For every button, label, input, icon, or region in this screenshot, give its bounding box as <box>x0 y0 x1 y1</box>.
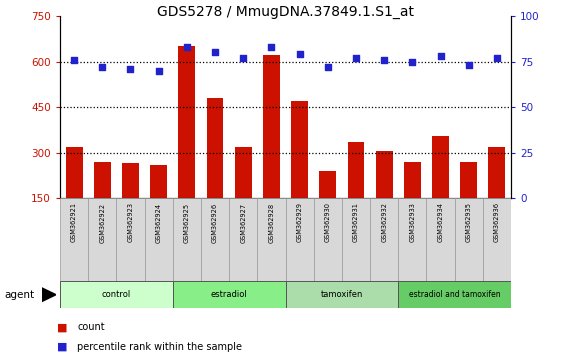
Bar <box>263 56 280 198</box>
Text: GSM362935: GSM362935 <box>466 202 472 242</box>
Text: GSM362922: GSM362922 <box>99 202 105 242</box>
Bar <box>201 198 229 281</box>
Text: GSM362936: GSM362936 <box>494 202 500 242</box>
Bar <box>370 198 399 281</box>
Text: ■: ■ <box>57 342 67 352</box>
Bar <box>66 147 83 198</box>
Point <box>154 68 163 74</box>
Bar <box>455 198 483 281</box>
Point <box>126 66 135 72</box>
Text: percentile rank within the sample: percentile rank within the sample <box>77 342 242 352</box>
Point <box>295 51 304 57</box>
Point <box>464 62 473 68</box>
Bar <box>60 198 88 281</box>
Point <box>239 55 248 61</box>
Bar <box>258 198 286 281</box>
Point <box>492 55 501 61</box>
Polygon shape <box>42 288 56 302</box>
Text: estradiol and tamoxifen: estradiol and tamoxifen <box>409 290 500 299</box>
Bar <box>144 198 173 281</box>
Text: control: control <box>102 290 131 299</box>
Bar <box>286 198 313 281</box>
Point <box>380 57 389 63</box>
Point <box>182 44 191 50</box>
Text: GSM362934: GSM362934 <box>437 202 444 242</box>
Bar <box>432 136 449 198</box>
Text: GSM362931: GSM362931 <box>353 202 359 242</box>
Text: GSM362930: GSM362930 <box>325 202 331 242</box>
Point <box>267 44 276 50</box>
Text: GSM362925: GSM362925 <box>184 202 190 242</box>
Bar <box>376 151 393 198</box>
Text: GSM362921: GSM362921 <box>71 202 77 242</box>
Bar <box>291 101 308 198</box>
Text: GSM362923: GSM362923 <box>127 202 134 242</box>
Bar <box>313 198 342 281</box>
Text: agent: agent <box>5 290 35 300</box>
Bar <box>88 198 116 281</box>
Point <box>98 64 107 70</box>
Bar <box>116 198 144 281</box>
Text: GSM362926: GSM362926 <box>212 202 218 242</box>
Bar <box>178 46 195 198</box>
Bar <box>427 198 455 281</box>
Text: estradiol: estradiol <box>211 290 247 299</box>
Point <box>70 57 79 63</box>
Bar <box>483 198 511 281</box>
Point <box>436 53 445 59</box>
Bar <box>399 281 511 308</box>
Text: GSM362932: GSM362932 <box>381 202 387 242</box>
Bar <box>122 163 139 198</box>
Text: GSM362927: GSM362927 <box>240 202 246 242</box>
Bar <box>404 162 421 198</box>
Bar <box>342 198 370 281</box>
Point <box>351 55 360 61</box>
Bar <box>235 147 252 198</box>
Text: GSM362928: GSM362928 <box>268 202 275 242</box>
Bar <box>173 198 201 281</box>
Point <box>211 50 220 55</box>
Bar <box>229 198 258 281</box>
Bar <box>286 281 399 308</box>
Text: count: count <box>77 322 104 332</box>
Bar <box>460 162 477 198</box>
Bar <box>399 198 427 281</box>
Text: ■: ■ <box>57 322 67 332</box>
Bar <box>319 171 336 198</box>
Bar <box>348 142 364 198</box>
Text: GSM362929: GSM362929 <box>296 202 303 242</box>
Bar <box>60 281 173 308</box>
Bar <box>207 98 223 198</box>
Point <box>323 64 332 70</box>
Point <box>408 59 417 64</box>
Bar <box>173 281 286 308</box>
Text: tamoxifen: tamoxifen <box>321 290 363 299</box>
Bar <box>150 165 167 198</box>
Text: GSM362924: GSM362924 <box>156 202 162 242</box>
Bar <box>94 162 111 198</box>
Text: GSM362933: GSM362933 <box>409 202 415 242</box>
Text: GDS5278 / MmugDNA.37849.1.S1_at: GDS5278 / MmugDNA.37849.1.S1_at <box>157 5 414 19</box>
Bar <box>489 147 505 198</box>
